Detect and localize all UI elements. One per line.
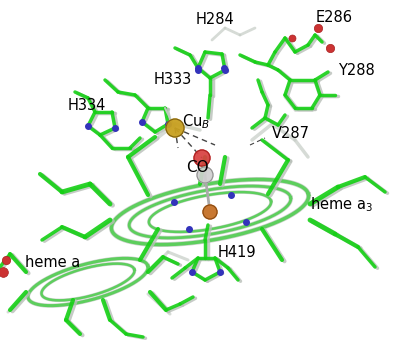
Text: heme a$_3$: heme a$_3$: [310, 195, 373, 214]
Text: CO: CO: [186, 160, 209, 175]
Text: V287: V287: [272, 126, 310, 141]
Text: Cu$_B$: Cu$_B$: [182, 112, 210, 131]
Text: H419: H419: [218, 245, 257, 260]
Circle shape: [203, 205, 217, 219]
Circle shape: [197, 167, 213, 183]
Text: E286: E286: [316, 10, 353, 25]
Text: H333: H333: [154, 72, 192, 87]
Circle shape: [194, 150, 210, 166]
Text: Y288: Y288: [338, 63, 375, 78]
Text: heme a: heme a: [25, 255, 80, 270]
Circle shape: [166, 119, 184, 137]
Text: H284: H284: [196, 12, 234, 27]
Text: H334: H334: [68, 98, 106, 113]
